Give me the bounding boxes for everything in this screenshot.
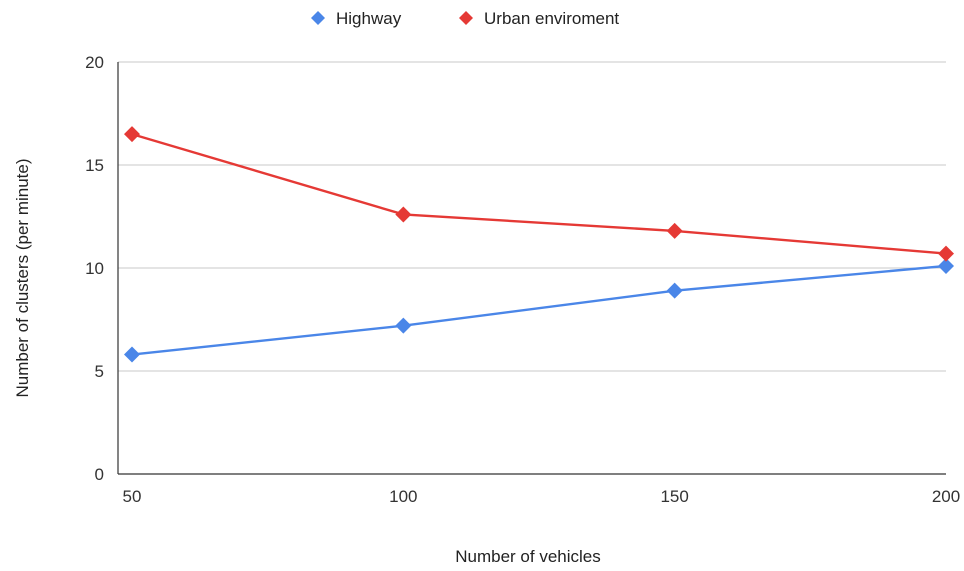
x-tick-labels: 50 100 150 200 xyxy=(123,487,961,506)
y-tick-label: 10 xyxy=(85,259,104,278)
data-point xyxy=(666,282,683,299)
data-point xyxy=(938,245,954,262)
data-point xyxy=(395,317,412,334)
x-tick-label: 150 xyxy=(660,487,688,506)
series-line xyxy=(131,264,947,356)
y-tick-label: 5 xyxy=(95,362,104,381)
legend-label: Urban enviroment xyxy=(484,9,619,28)
legend-marker xyxy=(311,11,325,25)
data-series xyxy=(124,126,954,363)
data-point xyxy=(395,206,412,223)
data-point xyxy=(666,222,683,239)
legend-marker xyxy=(459,11,473,25)
y-tick-labels: 0 5 10 15 20 xyxy=(85,53,104,484)
y-axis-title: Number of clusters (per minute) xyxy=(13,158,32,397)
x-axis-title: Number of vehicles xyxy=(455,547,601,566)
y-tick-label: 15 xyxy=(85,156,104,175)
x-tick-label: 50 xyxy=(123,487,142,506)
data-point xyxy=(124,346,140,363)
gridlines xyxy=(118,61,946,372)
axes xyxy=(117,62,946,475)
legend: Highway Urban enviroment xyxy=(311,9,619,28)
x-tick-label: 100 xyxy=(389,487,417,506)
legend-label: Highway xyxy=(336,9,402,28)
y-tick-label: 20 xyxy=(85,53,104,72)
y-tick-label: 0 xyxy=(95,465,104,484)
x-tick-label: 200 xyxy=(932,487,960,506)
data-point xyxy=(124,126,140,143)
series-line xyxy=(131,132,947,255)
data-point xyxy=(938,257,954,274)
